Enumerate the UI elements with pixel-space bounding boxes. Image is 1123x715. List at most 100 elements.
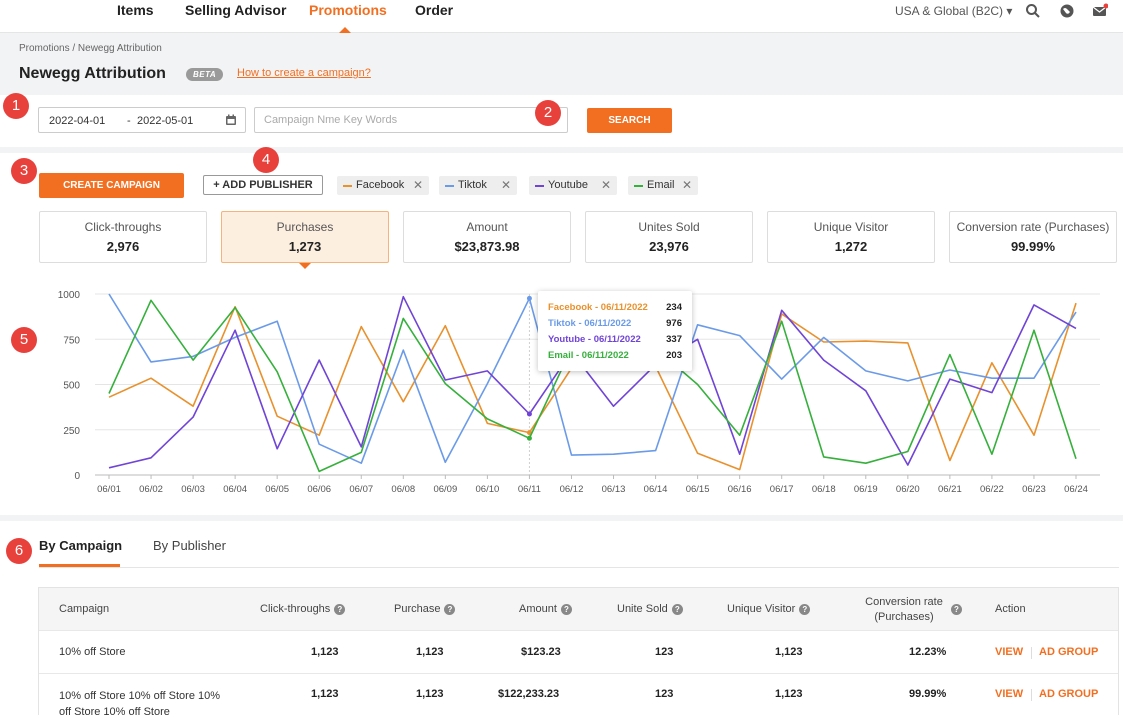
ad-group-link[interactable]: AD GROUP [1039, 646, 1099, 658]
legend-swatch [343, 185, 352, 187]
x-tick-label: 06/11 [518, 484, 541, 495]
action-divider [1031, 647, 1032, 659]
region-selector[interactable]: USA & Global (B2C) ▾ [895, 4, 1012, 18]
region-label: USA & Global (B2C) [895, 4, 1004, 18]
header-label: Unique Visitor [727, 603, 796, 615]
add-publisher-button[interactable]: + ADD PUBLISHER [203, 175, 323, 195]
tooltip-value: 234 [666, 302, 682, 313]
series-line-youtube [108, 295, 1077, 469]
nav-item-promotions[interactable]: Promotions [309, 2, 387, 18]
create-campaign-button[interactable]: CREATE CAMPAIGN [39, 173, 184, 198]
help-icon[interactable]: ? [444, 604, 456, 615]
y-tick-label: 500 [63, 381, 80, 392]
header-unite-sold: Unite Sold? [617, 603, 683, 615]
chart-tooltip: Facebook - 06/11/2022 234 Tiktok - 06/11… [538, 291, 692, 371]
chip-label: Tiktok [458, 179, 487, 191]
annotation-marker-2: 2 [535, 100, 561, 126]
close-icon[interactable]: ✕ [412, 178, 423, 192]
cell-purchase: 1,123 [416, 646, 444, 658]
date-start: 2022-04-01 [49, 115, 106, 127]
header-label-sub: (Purchases) [874, 611, 934, 623]
close-icon[interactable]: ✕ [681, 178, 692, 192]
annotation-marker-1: 1 [3, 93, 29, 119]
x-tick-label: 06/10 [476, 484, 500, 495]
header-label: Purchase [394, 603, 441, 615]
metric-card-click-throughs[interactable]: Click-throughs 2,976 [39, 211, 207, 263]
tooltip-row-youtube: Youtube - 06/11/2022 337 [548, 334, 682, 348]
caret-down-icon: ▾ [1006, 4, 1013, 18]
x-tick-label: 06/20 [896, 484, 920, 495]
hover-point-tiktok [526, 295, 532, 301]
publisher-chip-tiktok[interactable]: Tiktok ✕ [439, 176, 517, 195]
x-tick-label: 06/07 [349, 484, 373, 495]
date-range-picker[interactable]: 2022-04-01 - 2022-05-01 [38, 107, 246, 133]
active-tab-indicator [39, 564, 120, 567]
table-row: 10% off Store 1,123 1,123 $123.23 123 1,… [39, 630, 1118, 673]
help-icon[interactable]: ? [799, 604, 811, 615]
tooltip-label: Tiktok - 06/11/2022 [548, 318, 632, 329]
x-tick-label: 06/04 [223, 484, 247, 495]
legend-swatch [535, 185, 544, 187]
help-icon[interactable]: ? [560, 604, 572, 615]
search-button[interactable]: SEARCH [587, 108, 672, 133]
mail-icon[interactable] [1092, 3, 1108, 19]
tab-by-campaign[interactable]: By Campaign [39, 538, 123, 553]
action-divider [1031, 689, 1032, 701]
cell-conversion-rate: 99.99% [909, 688, 947, 700]
close-icon[interactable]: ✕ [500, 178, 511, 192]
x-tick-label: 06/24 [1064, 484, 1088, 495]
beta-badge: BETA [186, 68, 224, 81]
how-to-create-campaign-link[interactable]: How to create a campaign? [237, 67, 371, 79]
series-line-tiktok [108, 293, 1077, 464]
help-icon[interactable]: ? [951, 604, 962, 615]
campaign-search-input[interactable] [254, 107, 568, 133]
close-icon[interactable]: ✕ [600, 178, 611, 192]
date-separator: - [127, 115, 131, 127]
x-tick-label: 06/09 [433, 484, 457, 495]
annotation-marker-3: 3 [11, 158, 37, 184]
nav-item-selling-advisor[interactable]: Selling Advisor [185, 2, 287, 18]
metric-card-unique-visitor[interactable]: Unique Visitor 1,272 [767, 211, 935, 263]
x-tick-label: 06/22 [980, 484, 1004, 495]
help-icon[interactable]: ? [334, 604, 346, 615]
x-tick-label: 06/17 [770, 484, 794, 495]
metric-card-units-sold[interactable]: Unites Sold 23,976 [585, 211, 753, 263]
tooltip-label: Facebook - 06/11/2022 [548, 302, 648, 313]
y-tick-label: 750 [63, 335, 80, 346]
main-panel: CREATE CAMPAIGN + ADD PUBLISHER Facebook… [0, 153, 1123, 515]
help-icon[interactable]: ? [671, 604, 683, 615]
x-tick-label: 06/21 [938, 484, 962, 495]
metric-card-purchases[interactable]: Purchases 1,273 [221, 211, 389, 263]
tab-by-publisher[interactable]: By Publisher [153, 538, 226, 553]
x-tick-label: 06/14 [644, 484, 668, 495]
tooltip-label: Email - 06/11/2022 [548, 350, 629, 361]
breadcrumb: Promotions / Newegg Attribution [19, 43, 162, 54]
cell-amount: $123.23 [521, 646, 561, 658]
publisher-chip-email[interactable]: Email ✕ [628, 176, 698, 195]
globe-icon[interactable] [1059, 3, 1075, 19]
nav-item-items[interactable]: Items [117, 2, 154, 18]
search-icon[interactable] [1025, 3, 1041, 19]
metric-value: $23,873.98 [454, 239, 520, 254]
x-tick-label: 06/15 [686, 484, 710, 495]
tooltip-row-facebook: Facebook - 06/11/2022 234 [548, 302, 682, 316]
x-tick-label: 06/13 [602, 484, 626, 495]
annotation-marker-6: 6 [6, 538, 32, 564]
publisher-chip-youtube[interactable]: Youtube ✕ [529, 176, 617, 195]
top-nav: Items Selling Advisor Promotions Order U… [0, 0, 1123, 33]
cell-unite-sold: 123 [655, 688, 674, 700]
y-tick-label: 0 [74, 471, 80, 482]
x-tick-label: 06/19 [854, 484, 878, 495]
view-link[interactable]: VIEW [995, 688, 1024, 700]
tooltip-row-tiktok: Tiktok - 06/11/2022 976 [548, 318, 682, 332]
active-metric-indicator [299, 263, 311, 269]
view-link[interactable]: VIEW [995, 646, 1024, 658]
hover-point-email [526, 435, 532, 441]
metric-value: 23,976 [649, 239, 689, 254]
nav-item-order[interactable]: Order [415, 2, 454, 18]
ad-group-link[interactable]: AD GROUP [1039, 688, 1099, 700]
metric-card-conversion-rate[interactable]: Conversion rate (Purchases) 99.99% [949, 211, 1117, 263]
metric-card-amount[interactable]: Amount $23,873.98 [403, 211, 571, 263]
cell-unique-visitor: 1,123 [775, 688, 803, 700]
publisher-chip-facebook[interactable]: Facebook ✕ [337, 176, 429, 195]
